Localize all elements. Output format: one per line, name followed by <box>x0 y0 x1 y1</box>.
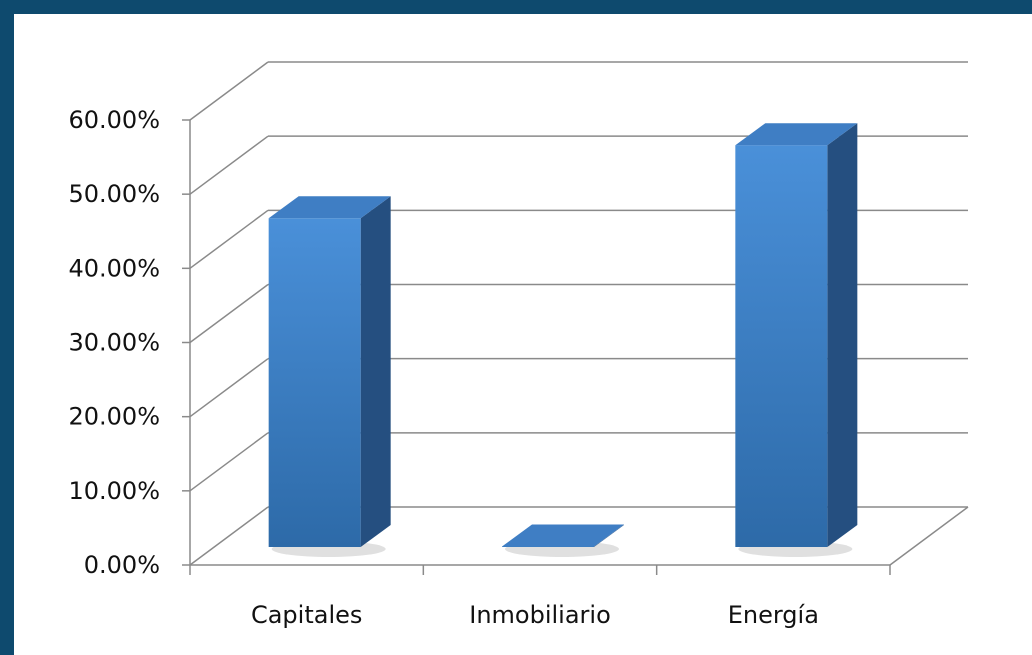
x-category-label: Capitales <box>251 601 362 629</box>
bar-front-face <box>735 145 828 547</box>
y-tick-label: 40.00% <box>68 254 160 282</box>
gridline-side-2 <box>189 358 269 418</box>
plot-frame <box>14 14 1032 655</box>
x-category-label: Inmobiliario <box>469 601 611 629</box>
gridline-side-1 <box>189 432 269 492</box>
gridline-side-5 <box>189 135 269 195</box>
y-tick-label: 60.00% <box>68 106 160 134</box>
x-category-label: Energía <box>728 601 819 629</box>
y-tick-label: 20.00% <box>68 403 160 431</box>
y-tick-label: 0.00% <box>84 551 160 579</box>
bars <box>268 123 858 557</box>
bar-side-face <box>360 196 391 547</box>
bar-energía <box>735 123 858 557</box>
bar-side-face <box>594 524 624 547</box>
bar-front-face <box>268 218 361 547</box>
gridline-side-4 <box>189 209 269 269</box>
bar-top-face <box>502 524 624 547</box>
axes <box>182 119 891 575</box>
labels: 0.00% 10.00% 20.00% 30.00% 40.00% 50.00% 60.00… <box>68 106 818 629</box>
y-tick-label: 10.00% <box>68 477 160 505</box>
bar-capitales <box>268 196 391 557</box>
y-tick-label: 50.00% <box>68 180 160 208</box>
floor-right-edge <box>889 506 969 566</box>
y-tick-label: 30.00% <box>68 329 160 357</box>
bar-side-face <box>827 123 858 547</box>
bar-top-face <box>268 196 391 219</box>
floor-left-edge <box>189 506 269 566</box>
gridline-side-6 <box>189 61 269 121</box>
gridline-side-3 <box>189 283 269 344</box>
bar-top-face <box>735 123 858 146</box>
bar-front-face <box>502 546 594 547</box>
bar-inmobiliario <box>502 524 624 557</box>
